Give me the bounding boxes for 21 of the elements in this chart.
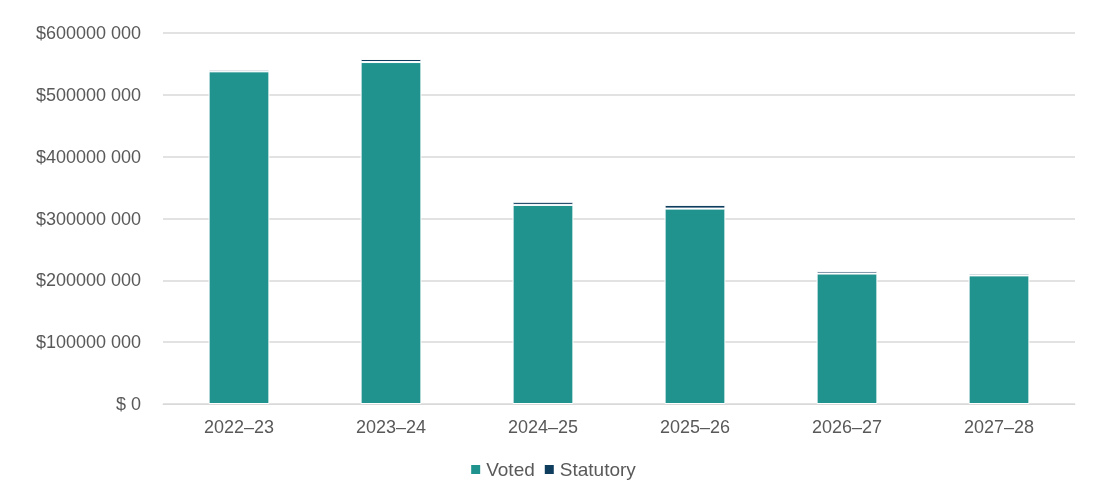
bar xyxy=(816,273,878,404)
legend-label: Statutory xyxy=(559,459,637,480)
bar xyxy=(664,208,726,404)
bar xyxy=(360,62,422,404)
x-tick-label: 2026–27 xyxy=(811,417,883,437)
y-tick-label: $500000 000 xyxy=(35,84,141,105)
bar xyxy=(968,275,1030,404)
x-tick-label: 2025–26 xyxy=(659,417,731,437)
x-tick-label: 2027–28 xyxy=(963,417,1035,437)
y-tick-label: $400000 000 xyxy=(35,146,141,167)
y-tick-label: $200000 000 xyxy=(35,270,141,291)
x-tick-label: 2022–23 xyxy=(203,417,275,437)
x-tick-label: 2024–25 xyxy=(507,417,579,437)
x-tick-label: 2023–24 xyxy=(355,417,427,437)
y-tick-label: $100000 000 xyxy=(35,332,141,353)
bar xyxy=(512,204,574,404)
bar xyxy=(208,71,270,404)
y-tick-label: $300000 000 xyxy=(35,208,141,229)
y-tick-label: $600000 000 xyxy=(35,23,141,43)
legend-label: Voted xyxy=(486,459,535,480)
y-tick-label: $ 0 xyxy=(115,394,141,414)
